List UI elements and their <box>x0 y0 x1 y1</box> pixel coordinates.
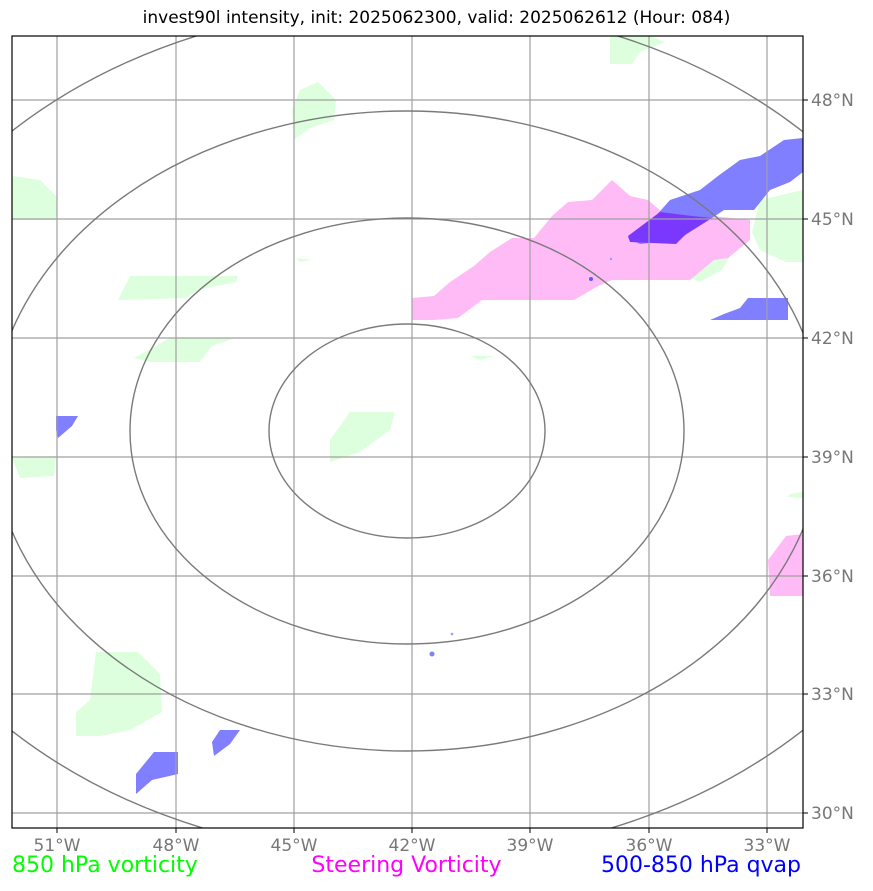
lat-tick-label: 39°N <box>811 448 854 468</box>
lat-tick-label: 45°N <box>811 210 854 230</box>
lat-tick-label: 48°N <box>811 91 854 111</box>
vort850-patch <box>118 276 238 300</box>
qvap-patch <box>710 298 788 320</box>
lat-tick-label: 42°N <box>811 329 854 349</box>
map-frame <box>11 35 804 829</box>
lon-tick-label: 51°W <box>34 836 81 856</box>
distance-ring-inner <box>268 323 546 539</box>
qvap-areas <box>56 138 803 794</box>
qvap-dot <box>450 632 454 636</box>
lat-tick-label: 36°N <box>811 567 854 587</box>
qvap-dot <box>429 651 435 657</box>
lat-tick-label: 33°N <box>811 685 854 705</box>
qvap-patch <box>136 752 178 794</box>
vort850-patch <box>330 412 395 462</box>
longitude-labels: 51°W 48°W 45°W 42°W 39°W 36°W 33°W <box>34 836 791 856</box>
qvap-patch <box>212 730 240 756</box>
vort850-patch <box>12 176 58 220</box>
map-title: invest90l intensity, init: 2025062300, v… <box>142 8 731 28</box>
latitude-labels: 48°N 45°N 42°N 39°N 36°N 33°N 30°N <box>811 91 854 824</box>
vort850-patch <box>134 338 236 362</box>
vort850-patch <box>296 258 312 262</box>
vort850-patch <box>292 82 336 140</box>
lon-tick-label: 39°W <box>507 836 554 856</box>
lon-tick-label: 36°W <box>626 836 673 856</box>
vort850-patch <box>470 356 494 360</box>
lon-tick-label: 33°W <box>744 836 791 856</box>
graticule <box>12 36 803 828</box>
distance-ring-outer <box>12 110 803 752</box>
tick-marks <box>56 99 808 833</box>
vort850-patch <box>610 36 665 64</box>
qvap-dot <box>609 257 613 261</box>
steering-vorticity-areas <box>412 180 803 596</box>
legend-850-vorticity: 850 hPa vorticity <box>12 853 198 878</box>
legend-qvap: 500-850 hPa qvap <box>600 853 801 878</box>
distance-ring-middle <box>129 217 685 645</box>
qvap-patch <box>56 416 78 438</box>
lat-tick-label: 30°N <box>811 804 854 824</box>
vorticity-850-areas <box>12 36 803 736</box>
vort850-patch <box>752 190 803 262</box>
lon-tick-label: 45°W <box>271 836 318 856</box>
lon-tick-label: 48°W <box>153 836 200 856</box>
qvap-dot <box>589 277 593 281</box>
distance-rings <box>12 36 803 828</box>
vort850-patch <box>12 456 56 478</box>
legend-steering-vorticity: Steering Vorticity <box>311 853 502 878</box>
distance-ring-outermost <box>12 36 803 828</box>
lon-tick-label: 42°W <box>389 836 436 856</box>
vort850-patch <box>788 492 803 498</box>
